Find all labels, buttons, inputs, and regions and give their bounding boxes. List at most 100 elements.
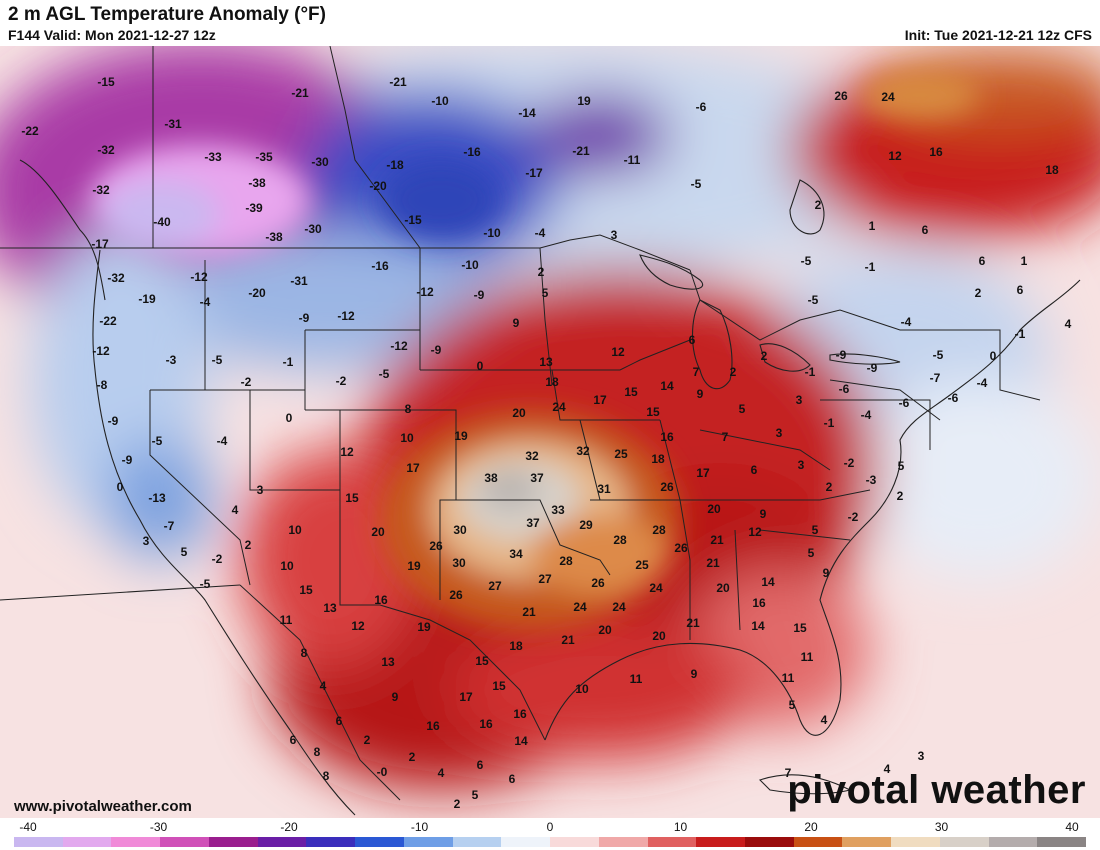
anomaly-value: -40: [153, 215, 171, 229]
anomaly-value: -32: [92, 183, 110, 197]
anomaly-value: -6: [696, 100, 707, 114]
anomaly-value: 11: [280, 613, 293, 627]
anomaly-value: -11: [624, 153, 641, 167]
anomaly-value: 2: [815, 198, 822, 212]
colorbar-segment: [355, 837, 404, 847]
anomaly-value: 4: [320, 679, 327, 693]
anomaly-value: 14: [514, 734, 528, 748]
anomaly-value: 38: [484, 471, 498, 485]
anomaly-value: -16: [463, 145, 481, 159]
anomaly-value: 27: [488, 579, 502, 593]
anomaly-value: -5: [200, 577, 211, 591]
anomaly-value: 7: [722, 430, 729, 444]
anomaly-value: 15: [646, 405, 660, 419]
anomaly-value: 2: [826, 480, 833, 494]
anomaly-value: 16: [479, 717, 493, 731]
colorbar-tick-label: -40: [19, 820, 37, 834]
anomaly-value: -9: [867, 361, 878, 375]
anomaly-value: 4: [884, 762, 891, 776]
anomaly-value: -1: [824, 416, 835, 430]
anomaly-value: 6: [1017, 283, 1024, 297]
anomaly-value: 7: [785, 766, 792, 780]
anomaly-value: 5: [181, 545, 188, 559]
anomaly-value: 26: [674, 541, 688, 555]
anomaly-value: 31: [597, 482, 611, 496]
anomaly-value: -30: [304, 222, 322, 236]
coastlines: [19, 159, 1081, 816]
colorbar-segment: [62, 837, 112, 847]
anomaly-value: 2: [975, 286, 982, 300]
anomaly-value: 2: [730, 365, 737, 379]
anomaly-value: 2: [897, 489, 904, 503]
anomaly-value: 26: [660, 480, 674, 494]
pivotal-weather-logo: pivotal weather: [787, 768, 1086, 812]
colorbar-segment: [111, 837, 161, 847]
anomaly-value: 26: [449, 588, 463, 602]
anomaly-value: 26: [429, 539, 443, 553]
anomaly-value: 10: [280, 559, 294, 573]
anomaly-value: 15: [624, 385, 638, 399]
anomaly-value: -5: [801, 254, 812, 268]
anomaly-value: 6: [979, 254, 986, 268]
colorbar-segment: [160, 837, 209, 847]
anomaly-value: -22: [99, 314, 117, 328]
anomaly-value: 9: [697, 387, 704, 401]
anomaly-value: -9: [474, 288, 485, 302]
anomaly-value: -21: [291, 86, 309, 100]
anomaly-value: -12: [92, 344, 110, 358]
colorbar-tick-label: 0: [546, 820, 554, 834]
anomaly-value: 37: [530, 471, 544, 485]
anomaly-values: -15-22-32-31-33 -35-38-32-39-40-38-30-30-…: [21, 75, 1071, 811]
anomaly-value: -15: [97, 75, 115, 89]
anomaly-value: -3: [866, 473, 877, 487]
anomaly-value: 2: [364, 733, 371, 747]
anomaly-value: 26: [834, 89, 848, 103]
init-time-label: Init: Tue 2021-12-21 12z CFS: [904, 27, 1092, 43]
colorbar-segment: [257, 837, 307, 847]
anomaly-value: 13: [381, 655, 395, 669]
anomaly-value: 5: [739, 402, 746, 416]
anomaly-value: 9: [823, 566, 830, 580]
anomaly-value: -2: [212, 552, 223, 566]
anomaly-value: 27: [538, 572, 552, 586]
anomaly-value: 20: [512, 406, 526, 420]
anomaly-value: -3: [166, 353, 177, 367]
anomaly-value: 30: [452, 556, 466, 570]
anomaly-value: -33: [204, 150, 222, 164]
anomaly-value: 30: [453, 523, 467, 537]
anomaly-value: -7: [164, 519, 175, 533]
anomaly-value: 24: [612, 600, 626, 614]
anomaly-value: -5: [691, 177, 702, 191]
colorbar: [14, 837, 1087, 847]
anomaly-value: 15: [475, 654, 489, 668]
anomaly-value: -1: [805, 365, 816, 379]
anomaly-value: 2: [409, 750, 416, 764]
anomaly-value: 13: [323, 601, 337, 615]
anomaly-value: -8: [97, 378, 108, 392]
colorbar-tick-label: 10: [673, 820, 688, 834]
anomaly-value: 6: [477, 758, 484, 772]
anomaly-value: 5: [808, 546, 815, 560]
anomaly-value: -21: [389, 75, 407, 89]
anomaly-value: 3: [257, 483, 264, 497]
anomaly-value: 12: [351, 619, 365, 633]
anomaly-value: -5: [933, 348, 944, 362]
anomaly-value: -32: [107, 271, 125, 285]
anomaly-value: 9: [513, 316, 520, 330]
anomaly-value: -4: [861, 408, 872, 422]
anomaly-value: 6: [751, 463, 758, 477]
anomaly-value: 0: [990, 349, 997, 363]
anomaly-value: -12: [390, 339, 408, 353]
colorbar-segment: [696, 837, 746, 847]
anomaly-value: 34: [509, 547, 523, 561]
anomaly-value: 3: [918, 749, 925, 763]
anomaly-value: -12: [337, 309, 355, 323]
colorbar-tick-label: -10: [410, 820, 429, 834]
anomaly-value: -4: [217, 434, 228, 448]
anomaly-value: 1: [869, 219, 876, 233]
anomaly-value: 20: [598, 623, 612, 637]
colorbar-segment: [501, 837, 551, 847]
anomaly-value: 29: [579, 518, 593, 532]
anomaly-value: -6: [948, 391, 959, 405]
anomaly-value: 3: [796, 393, 803, 407]
